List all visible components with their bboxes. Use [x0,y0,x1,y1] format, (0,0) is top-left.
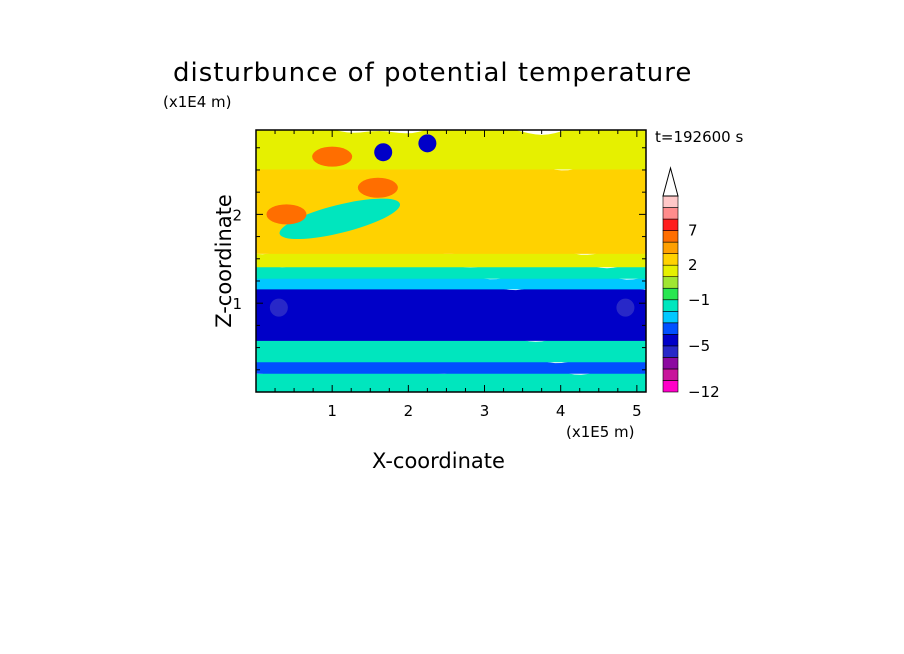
contour-feature [616,298,635,317]
y-tick-label: 1 [232,295,242,313]
contour-band [256,130,646,170]
colorbar: 7 2 −1 −5 −12 [662,166,720,401]
colorbar-tick-label: −12 [688,383,720,401]
colorbar-segment [662,368,679,381]
colorbar-segment [662,207,679,220]
colorbar-segment [662,241,679,254]
colorbar-segment [662,322,679,335]
colorbar-tick-label: 7 [688,222,698,240]
contour-feature [269,298,288,317]
colorbar-tick-label: −1 [688,291,710,309]
chart-title: disturbunce of potential temperature [173,58,693,88]
contour-field [256,130,646,392]
colorbar-segment [662,195,679,208]
colorbar-segment [662,230,679,243]
colorbar-segment [662,276,679,289]
colorbar-tick-label: 2 [688,256,698,274]
contour-feature [312,146,353,167]
contour-band [256,160,646,254]
colorbar-extend-arrow [662,166,679,197]
contour-feature [279,198,401,240]
colorbar-segment [662,299,679,312]
colorbar-segment [662,264,679,278]
plot-frame: 1 2 3 4 5 1 2 [232,129,647,420]
colorbar-segment [662,345,679,358]
colorbar-segment [662,287,679,301]
colorbar-tick-label: −5 [688,337,710,355]
contour-band [256,280,646,341]
colorbar-segment [662,380,679,393]
contour-feature [418,134,437,153]
plot-border [255,129,647,393]
x-tick-label: 4 [556,402,566,420]
colorbar-segment [662,253,679,266]
colorbar-segment [662,334,679,347]
x-tick-label: 1 [327,402,337,420]
x-unit-label: (x1E5 m) [566,423,635,441]
time-label: t=192600 s [655,128,744,146]
y-unit-label: (x1E4 m) [163,93,232,111]
x-tick-label: 3 [480,402,490,420]
contour-feature [357,177,398,198]
contour-band [256,353,646,374]
x-axis-label: X-coordinate [372,449,505,473]
x-tick-label: 2 [404,402,414,420]
colorbar-segment [662,218,679,231]
colorbar-segment [662,357,679,370]
x-tick-label: 5 [632,402,642,420]
contour-feature [266,204,307,225]
y-tick-label: 2 [232,206,242,224]
colorbar-segment [662,310,679,324]
contour-feature [374,143,393,162]
